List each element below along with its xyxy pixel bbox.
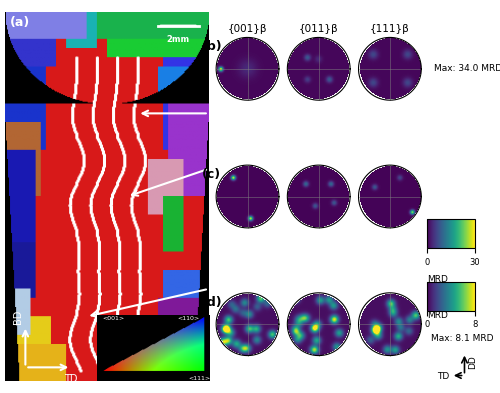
Text: TD: TD (436, 372, 449, 381)
Text: (d): (d) (202, 296, 222, 309)
Text: (b): (b) (202, 40, 222, 53)
Text: BD: BD (13, 310, 23, 324)
Text: Max: 34.0 MRD: Max: 34.0 MRD (434, 64, 500, 73)
Title: {011}β: {011}β (299, 24, 339, 34)
Text: TD: TD (64, 374, 78, 384)
Title: {001}β: {001}β (228, 24, 268, 34)
Title: {111}β: {111}β (370, 24, 410, 34)
Text: (c): (c) (202, 168, 220, 181)
Text: Max: 8.1 MRD: Max: 8.1 MRD (430, 334, 493, 343)
Text: (a): (a) (10, 17, 30, 29)
Text: DD: DD (468, 355, 477, 369)
Text: MRD: MRD (427, 275, 448, 284)
Text: MRD: MRD (427, 312, 448, 321)
Text: 2mm: 2mm (166, 35, 190, 44)
